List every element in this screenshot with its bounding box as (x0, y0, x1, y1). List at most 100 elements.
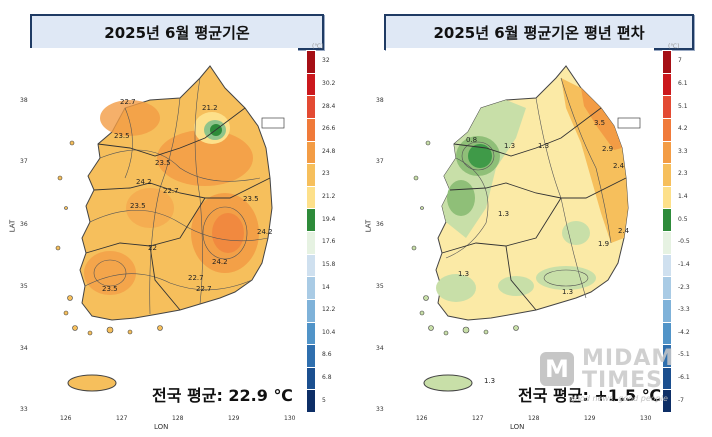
midam-logo-icon: M (540, 352, 574, 386)
legend-label: 6.8 (322, 374, 332, 382)
legend-label: 28.4 (322, 102, 336, 110)
x-axis-label: LON (510, 423, 525, 431)
y-tick: 36 (376, 221, 384, 228)
watermark-name-line2: TIMES (582, 368, 663, 393)
contour-label: 24.2 (212, 258, 228, 266)
legend-swatch (662, 389, 672, 413)
y-tick: 35 (376, 283, 384, 290)
legend-label: 14 (322, 283, 330, 291)
legend-label: 23 (322, 170, 330, 178)
x-tick: 130 (284, 415, 296, 422)
legend-label: -5.1 (678, 351, 690, 359)
x-tick: 126 (60, 415, 72, 422)
map-title: 2025년 6월 평균기온 (30, 14, 324, 50)
legend-swatch (306, 253, 316, 278)
anomaly-map-panel: 2025년 6월 평균기온 평년 편차 LAT 38 37 36 35 34 3… (356, 0, 706, 437)
legend-label: -3.3 (678, 306, 690, 314)
legend-swatch (306, 163, 316, 187)
legend-label: 24.8 (322, 147, 336, 155)
x-tick: 127 (472, 415, 484, 422)
y-tick: 33 (20, 406, 28, 413)
legend-swatch (662, 72, 672, 97)
contour-label: 23.5 (102, 285, 118, 293)
legend-swatch (662, 163, 672, 187)
legend-label: -4.2 (678, 328, 690, 336)
legend-swatch (306, 95, 316, 119)
temperature-map: 22.7 21.2 23.5 23.5 24.2 22.7 23.5 23.5 … (30, 48, 298, 414)
legend-label: -2.3 (678, 283, 690, 291)
map-title: 2025년 6월 평균기온 평년 편차 (384, 14, 694, 50)
contour-label: 23.5 (155, 159, 171, 167)
legend-swatch (662, 140, 672, 165)
contour-label: 1.3 (458, 270, 469, 278)
jeju-island (423, 374, 473, 392)
x-tick: 128 (528, 415, 540, 422)
temperature-map-panel: 2025년 6월 평균기온 LAT 38 37 36 35 34 33 (0, 0, 350, 437)
legend-label: 30.2 (322, 79, 336, 87)
y-tick: 38 (376, 97, 384, 104)
contour-label: 1.3 (484, 377, 495, 385)
legend-swatch (662, 208, 672, 232)
legend-swatch (662, 117, 672, 142)
watermark-name: MIDAM TIMES (582, 348, 674, 392)
contour-label: 2.9 (602, 145, 613, 153)
x-tick: 129 (228, 415, 240, 422)
contour-label: 22.7 (120, 98, 136, 106)
contour-label: 1.3 (562, 288, 573, 296)
legend-label: 5 (322, 396, 326, 404)
y-tick: 35 (20, 283, 28, 290)
legend-label: -6.1 (678, 374, 690, 382)
jeju-island (67, 374, 117, 392)
legend-label: 15.8 (322, 260, 336, 268)
y-tick: 33 (376, 406, 384, 413)
contour-label: 22 (148, 244, 157, 252)
legend-swatch (662, 276, 672, 300)
legend-label: 4.2 (678, 125, 688, 133)
contour-label: 3.5 (594, 119, 605, 127)
legend-label: 7 (678, 57, 682, 65)
legend-swatch (306, 276, 316, 300)
legend-swatch (662, 321, 672, 346)
legend-unit: (℃) (668, 43, 680, 50)
legend-label: -1.4 (678, 260, 690, 268)
contour-label: 1.3 (504, 142, 515, 150)
national-average: 전국 평균: +1.5 ℃ (518, 386, 662, 405)
contour-label: 23.5 (114, 132, 130, 140)
legend-swatch (306, 366, 316, 391)
midam-times-watermark: M MIDAM TIMES good news, good people (540, 344, 712, 414)
y-tick: 37 (376, 158, 384, 165)
contour-label: 2.4 (613, 162, 625, 170)
contour-label: 23.5 (243, 195, 259, 203)
contour-label: 0.8 (466, 136, 477, 144)
watermark-tagline: good news, good people (570, 394, 668, 403)
legend-swatch (662, 231, 672, 255)
legend-label: 19.4 (322, 215, 336, 223)
legend-label: 3.3 (678, 147, 688, 155)
legend-swatch (662, 50, 672, 74)
legend-label: 6.1 (678, 79, 688, 87)
legend-label: 21.2 (322, 193, 336, 201)
x-tick: 130 (640, 415, 652, 422)
watermark-name-line1: MIDAM (582, 346, 675, 371)
y-tick: 36 (20, 221, 28, 228)
y-tick: 37 (20, 158, 28, 165)
legend-label: 32 (322, 57, 330, 65)
x-tick: 127 (116, 415, 128, 422)
legend-label: 0.5 (678, 215, 688, 223)
legend-swatch (306, 298, 316, 323)
y-axis-label: LAT (8, 219, 17, 233)
legend-label: 2.3 (678, 170, 688, 178)
y-axis-label: LAT (364, 219, 373, 233)
contour-label: 22.7 (188, 274, 204, 282)
legend-swatch (306, 140, 316, 165)
legend-unit: (℃) (312, 43, 324, 50)
legend-swatch (306, 321, 316, 346)
anomaly-legend: 7 6.1 5.1 4.2 3.3 2.3 1.4 0.5 -0.5 -1.4 -2.3 -3.3 -4… (662, 50, 690, 413)
legend-swatch (662, 298, 672, 323)
temperature-legend: 32 30.2 28.4 26.6 24.8 23 21.2 19.4 17.6 15.8 14 12… (306, 50, 335, 413)
legend-swatch (306, 231, 316, 255)
y-tick: 38 (20, 97, 28, 104)
x-tick: 126 (416, 415, 428, 422)
legend-label: -0.5 (678, 238, 690, 246)
legend-swatch (306, 50, 316, 74)
